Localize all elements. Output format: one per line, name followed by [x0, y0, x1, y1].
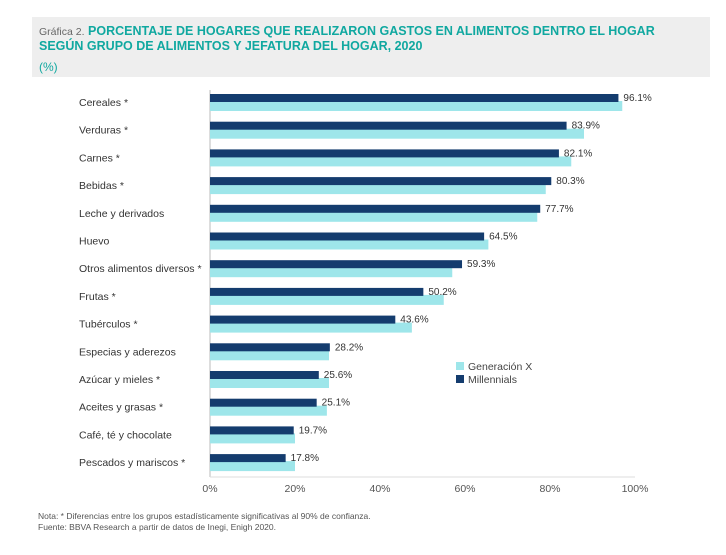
bar-millennials	[210, 426, 294, 435]
bar-millennials	[210, 149, 559, 158]
bar-generacion-x	[210, 156, 572, 167]
category-label: Especias y aderezos	[79, 346, 176, 358]
category-label: Huevo	[79, 236, 110, 248]
bar-generacion-x	[210, 433, 295, 444]
bar-millennials	[210, 260, 463, 269]
data-label: 28.2%	[335, 342, 363, 353]
data-label: 50.2%	[428, 287, 456, 298]
bar-millennials	[210, 204, 541, 213]
bar-generacion-x	[210, 211, 538, 222]
bar-generacion-x	[210, 378, 329, 388]
category-label: Bebidas *	[79, 180, 124, 192]
bar-generacion-x	[210, 461, 295, 472]
note-text: Nota: * Diferencias entre los grupos est…	[38, 511, 371, 521]
data-label: 43.6%	[400, 315, 428, 326]
bar-generacion-x	[210, 350, 329, 361]
bar-millennials	[210, 121, 567, 130]
data-label: 96.1%	[623, 93, 651, 104]
bar-generacion-x	[210, 128, 584, 139]
bar-millennials	[210, 94, 619, 102]
data-label: 83.9%	[572, 121, 600, 132]
data-label: 80.3%	[556, 176, 584, 187]
source-text: Fuente: BBVA Research a partir de datos …	[38, 522, 276, 532]
x-tick-label: 20%	[284, 483, 305, 495]
chart-title-line-2: SEGÚN GRUPO DE ALIMENTOS Y JEFATURA DEL …	[39, 39, 423, 53]
legend-label-millennials: Millennials	[468, 374, 517, 386]
bar-generacion-x	[210, 184, 546, 195]
bar-millennials	[210, 398, 317, 407]
chart-header: Gráfica 2. PORCENTAJE DE HOGARES QUE REA…	[32, 17, 710, 77]
bar-generacion-x	[210, 322, 412, 333]
bar-generacion-x	[210, 294, 444, 305]
x-tick-label: 100%	[622, 483, 649, 495]
chart-title-line-1: Gráfica 2. PORCENTAJE DE HOGARES QUE REA…	[39, 24, 655, 38]
bar-millennials	[210, 454, 286, 463]
data-label: 17.8%	[291, 453, 319, 464]
category-label: Cereales *	[79, 97, 128, 109]
legend-swatch-generacion-x	[456, 362, 464, 370]
data-label: 64.5%	[489, 232, 517, 243]
data-label: 82.1%	[564, 148, 592, 159]
x-tick-label: 0%	[202, 483, 217, 495]
category-label: Leche y derivados	[79, 208, 164, 220]
category-label: Otros alimentos diversos *	[79, 263, 202, 275]
data-label: 77.7%	[545, 204, 573, 215]
x-tick-label: 40%	[369, 483, 390, 495]
category-label: Azúcar y mieles *	[79, 374, 160, 386]
x-tick-label: 60%	[454, 483, 475, 495]
category-label: Verduras *	[79, 125, 128, 137]
chart-title-text: PORCENTAJE DE HOGARES QUE REALIZARON GAS…	[88, 24, 655, 38]
data-label: 25.1%	[322, 398, 350, 409]
category-label: Café, té y chocolate	[79, 429, 172, 441]
bar-millennials	[210, 232, 485, 241]
data-label: 19.7%	[299, 425, 327, 436]
category-label: Aceites y grasas *	[79, 402, 163, 414]
bar-generacion-x	[210, 239, 489, 250]
bar-generacion-x	[210, 101, 623, 111]
bar-millennials	[210, 177, 552, 186]
category-label: Carnes *	[79, 152, 120, 164]
bar-millennials	[210, 287, 424, 296]
legend-swatch-millennials	[456, 375, 464, 383]
data-label: 59.3%	[467, 259, 495, 270]
chart-number: Gráfica 2.	[39, 26, 85, 38]
bar-millennials	[210, 315, 396, 324]
x-tick-label: 80%	[539, 483, 560, 495]
category-label: Pescados y mariscos *	[79, 457, 185, 469]
category-label: Tubérculos *	[79, 319, 138, 331]
bar-millennials	[210, 371, 319, 379]
chart-notes: Nota: * Diferencias entre los grupos est…	[38, 511, 371, 533]
data-label: 25.6%	[324, 370, 352, 381]
bar-generacion-x	[210, 405, 327, 416]
chart-unit: (%)	[39, 60, 58, 74]
legend-label-generacion-x: Generación X	[468, 361, 532, 373]
bar-generacion-x	[210, 267, 453, 278]
bar-millennials	[210, 343, 330, 352]
category-label: Frutas *	[79, 291, 116, 303]
